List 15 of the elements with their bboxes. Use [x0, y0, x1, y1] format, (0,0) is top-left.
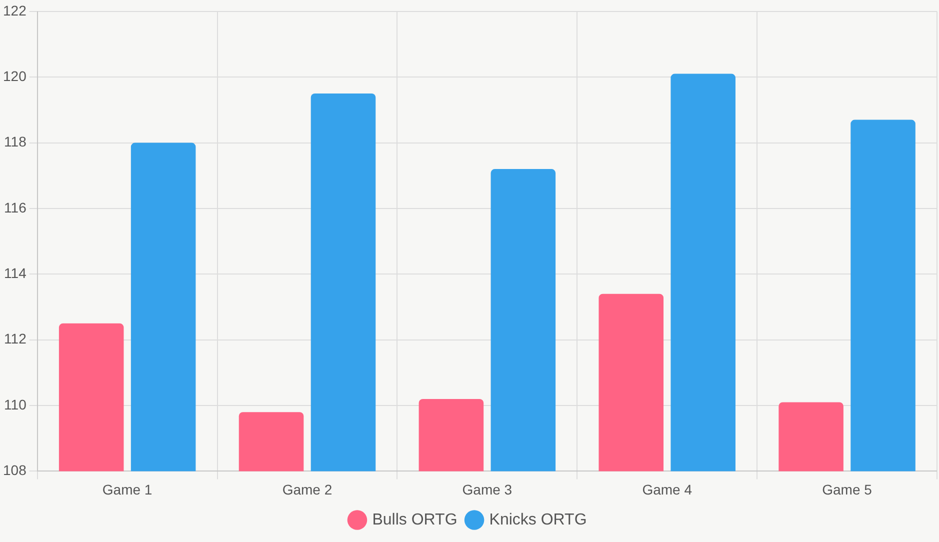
x-tick-label: Game 4: [642, 481, 692, 498]
x-tick-label: Game 1: [102, 481, 152, 498]
x-tick-label: Game 2: [282, 481, 332, 498]
x-tick-label: Game 3: [462, 481, 512, 498]
y-tick-label: 120: [3, 68, 27, 84]
y-tick-label: 116: [4, 199, 27, 216]
y-tick-label: 114: [4, 265, 27, 281]
y-tick-label: 108: [3, 462, 27, 478]
y-tick-label: 112: [4, 330, 27, 347]
y-tick-label: 118: [4, 134, 27, 150]
y-tick-label: 110: [4, 396, 27, 412]
y-tick-label: 122: [3, 2, 27, 18]
legend-label: Bulls ORTG: [372, 511, 458, 528]
legend-label: Knicks ORTG: [489, 511, 587, 528]
x-tick-label: Game 5: [822, 481, 872, 498]
